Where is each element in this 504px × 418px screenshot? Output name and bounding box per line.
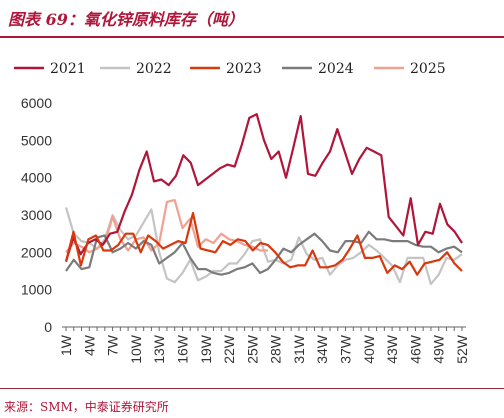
x-tick-label: 13W xyxy=(151,334,167,364)
chart-legend: 2021 2022 2023 2024 2025 xyxy=(14,61,446,77)
x-tick-label: 43W xyxy=(384,334,400,364)
series-line-2023 xyxy=(64,212,463,276)
y-axis: 0 1000 2000 3000 4000 5000 6000 xyxy=(21,95,52,335)
x-tick-label: 34W xyxy=(314,334,330,364)
x-tick-label: 28W xyxy=(268,334,284,364)
legend-item-2025: 2025 xyxy=(374,61,446,77)
x-tick-label: 25W xyxy=(244,334,260,364)
x-tick-label: 19W xyxy=(198,334,214,364)
x-tick-label: 37W xyxy=(338,334,354,364)
series-line-2025 xyxy=(65,199,268,254)
figure-title: 图表 69：氧化锌原料库存（吨） xyxy=(8,10,244,29)
title-divider xyxy=(0,36,504,38)
legend-item-2024: 2024 xyxy=(282,61,354,77)
zinc-oxide-inventory-chart: 2021 2022 2023 2024 2025 0 1000 2000 3000 4000 50… xyxy=(14,61,470,364)
x-axis: 1W 4W 7W 10W 13W 16W 19W 22W 25W 28W 31W 34W 37W 40W 4… xyxy=(58,326,470,364)
x-tick-label: 31W xyxy=(291,334,307,364)
source-note: 来源：SMM，中泰证券研究所 xyxy=(4,400,169,414)
x-tick-label: 1W xyxy=(58,334,74,356)
x-tick-label: 46W xyxy=(407,334,423,364)
x-tick-label: 22W xyxy=(221,334,237,364)
y-tick-label: 0 xyxy=(44,319,52,335)
y-tick-label: 2000 xyxy=(21,244,52,260)
legend-label: 2025 xyxy=(410,61,446,77)
legend-item-2023: 2023 xyxy=(190,61,262,77)
legend-label: 2024 xyxy=(318,61,354,77)
legend-label: 2021 xyxy=(50,61,86,77)
legend-label: 2022 xyxy=(136,61,172,77)
x-tick-label: 16W xyxy=(174,334,190,364)
x-tick-label: 49W xyxy=(431,334,447,364)
y-tick-label: 6000 xyxy=(21,95,52,111)
y-tick-label: 3000 xyxy=(21,207,52,223)
y-tick-label: 4000 xyxy=(21,170,52,186)
series-lines xyxy=(64,113,463,286)
x-tick-label: 7W xyxy=(105,334,121,356)
x-tick-label: 52W xyxy=(454,334,470,364)
series-line-2021 xyxy=(64,113,463,263)
y-tick-label: 5000 xyxy=(21,132,52,148)
y-tick-label: 1000 xyxy=(21,282,52,298)
series-line-2024 xyxy=(65,230,463,276)
x-tick-label: 4W xyxy=(81,334,97,356)
x-tick-label: 40W xyxy=(361,334,377,364)
legend-item-2022: 2022 xyxy=(100,61,172,77)
x-tick-label: 10W xyxy=(128,334,144,364)
source-divider xyxy=(0,388,504,389)
legend-item-2021: 2021 xyxy=(14,61,86,77)
legend-label: 2023 xyxy=(226,61,262,77)
